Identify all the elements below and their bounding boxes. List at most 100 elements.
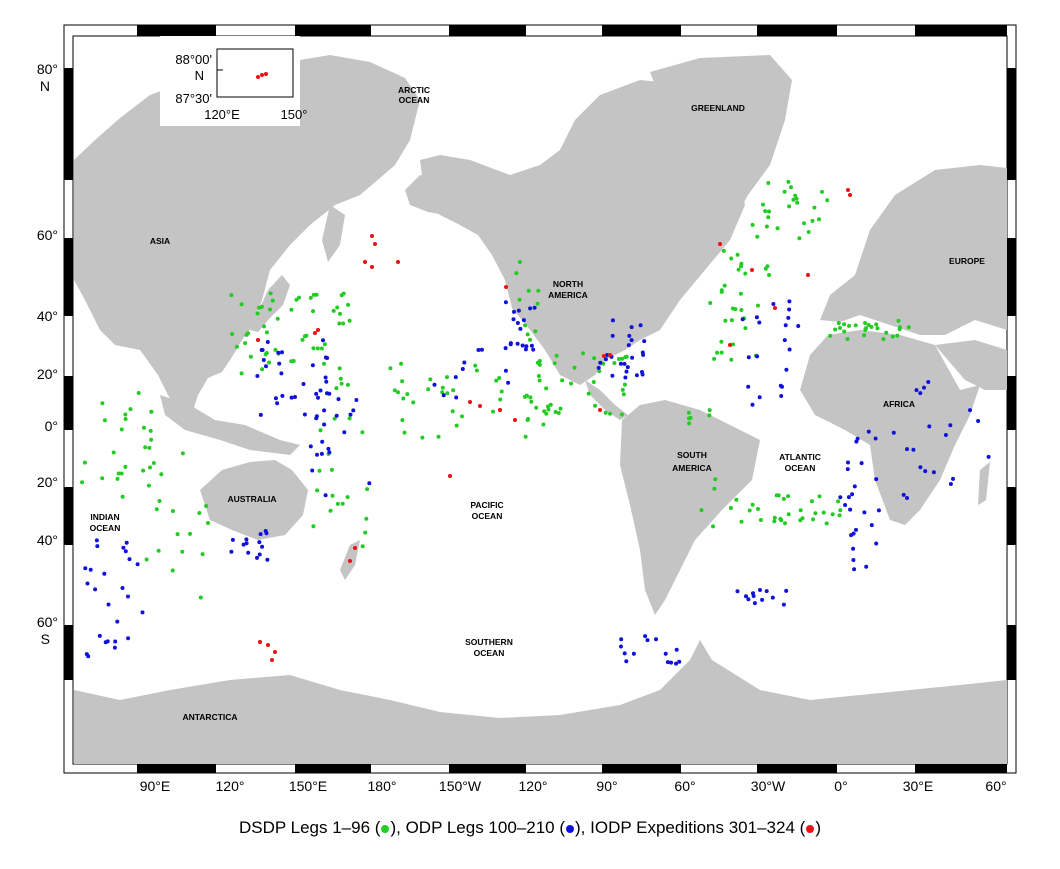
odp-site <box>779 394 784 398</box>
odp-site <box>948 482 953 486</box>
odp-site <box>506 380 511 385</box>
dsdp-site <box>536 374 541 378</box>
dsdp-site <box>572 365 577 370</box>
dsdp-site <box>553 410 558 414</box>
odp-site <box>241 542 246 547</box>
odp-site <box>783 323 788 328</box>
dsdp-site <box>874 322 879 327</box>
dsdp-site <box>524 393 529 398</box>
odp-site <box>264 531 269 536</box>
odp-site <box>787 347 792 352</box>
odp-site <box>629 338 634 343</box>
dsdp-site <box>147 445 152 450</box>
pacific-ocean-label: PACIFIC <box>470 500 503 510</box>
dsdp-site <box>499 389 504 394</box>
dsdp-site <box>175 532 180 537</box>
dsdp-site <box>304 333 309 338</box>
legend-iodp-dot <box>806 824 815 833</box>
legend-paren: ( <box>374 818 381 837</box>
dsdp-site <box>197 511 202 515</box>
odp-site <box>757 395 762 400</box>
odp-site <box>911 447 916 452</box>
odp-site <box>348 412 353 417</box>
dsdp-site <box>828 333 833 338</box>
odp-site <box>855 436 860 441</box>
north-america-label: NORTH <box>553 279 583 289</box>
frame-graduation <box>64 25 1016 773</box>
odp-site <box>112 645 117 650</box>
dsdp-site <box>388 366 393 371</box>
dsdp-site <box>767 273 772 277</box>
dsdp-site <box>180 451 185 456</box>
dsdp-site <box>838 326 842 330</box>
odp-site <box>630 355 635 360</box>
dsdp-site <box>451 388 456 393</box>
frame-bar-bottom <box>915 764 1007 773</box>
odp-site <box>914 388 919 393</box>
odp-site <box>874 477 879 482</box>
dsdp-site <box>623 355 628 360</box>
iodp-site <box>316 328 320 332</box>
inset-lon-left-label: 120°E <box>204 107 240 122</box>
odp-site <box>325 356 330 360</box>
odp-site <box>846 460 850 465</box>
iodp-site <box>448 474 452 478</box>
frame-bar-left <box>64 238 73 316</box>
dsdp-site <box>586 391 591 396</box>
dsdp-site <box>821 510 826 515</box>
lat-label-40s: 40° <box>37 532 58 548</box>
dsdp-site <box>529 399 534 404</box>
region-labels: ARCTIC OCEAN GREENLAND ASIA EUROPE NORTH… <box>90 85 986 722</box>
australia-landmass <box>200 460 308 540</box>
dsdp-site <box>260 367 265 372</box>
dsdp-site <box>315 488 320 493</box>
dsdp-site <box>454 423 459 428</box>
dsdp-site <box>80 480 85 485</box>
dsdp-site <box>318 428 323 433</box>
odp-site <box>746 384 751 389</box>
dsdp-site <box>491 409 495 414</box>
dsdp-site <box>558 406 563 411</box>
southeast-asia-islands <box>160 395 300 455</box>
frame-bar-right <box>1007 487 1016 545</box>
dsdp-site <box>328 508 333 513</box>
odp-site <box>751 594 756 598</box>
dsdp-site <box>143 445 148 450</box>
kamchatka-landmass <box>322 205 345 262</box>
dsdp-site <box>149 437 154 442</box>
dsdp-site <box>906 325 911 330</box>
dsdp-site <box>687 416 691 421</box>
north-america-landmass <box>420 80 745 385</box>
dsdp-site <box>838 508 843 513</box>
legend: DSDP Legs 1–96 (), ODP Legs 100–210 (), … <box>0 818 1060 838</box>
odp-site <box>126 594 130 599</box>
odp-site <box>873 436 878 441</box>
dsdp-site <box>440 385 445 390</box>
south-america-landmass <box>620 400 760 615</box>
legend-paren: ) <box>815 818 821 837</box>
frame-bar-left <box>64 68 73 180</box>
dsdp-site <box>608 411 612 416</box>
dsdp-site <box>820 189 824 194</box>
drill-sites <box>80 179 991 666</box>
lon-label: 90°E <box>140 778 171 794</box>
lon-label: 120° <box>519 778 548 794</box>
odp-site <box>869 523 874 528</box>
odp-site <box>325 391 329 396</box>
odp-site <box>619 637 624 642</box>
frame-bar-bottom <box>295 764 371 773</box>
dsdp-site <box>319 346 324 351</box>
odp-site <box>948 423 953 428</box>
dsdp-site <box>322 361 326 366</box>
dsdp-site <box>864 326 868 331</box>
odp-site <box>460 367 465 371</box>
odp-site <box>923 469 928 474</box>
dsdp-site <box>591 380 596 384</box>
odp-site <box>757 320 762 325</box>
dsdp-site <box>411 400 416 405</box>
odp-site <box>758 588 762 592</box>
dsdp-site <box>707 408 712 413</box>
dsdp-site <box>289 359 294 364</box>
dsdp-site <box>148 465 152 470</box>
southern-ocean-label: OCEAN <box>474 648 505 658</box>
